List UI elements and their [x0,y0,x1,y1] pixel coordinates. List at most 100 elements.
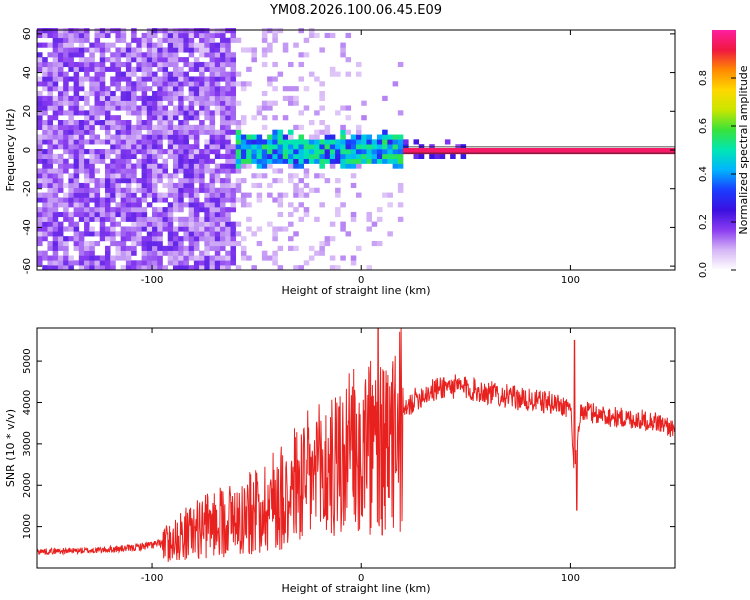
heatmap-cell [246,192,252,198]
heatmap-cell [183,71,189,77]
heatmap-cell [397,182,404,189]
heatmap-cell [37,216,43,222]
heatmap-cell [225,129,231,135]
heatmap-cell [136,76,142,82]
heatmap-cell [272,144,278,150]
heatmap-cell [366,149,372,155]
heatmap-cell [188,134,195,140]
heatmap-cell [324,124,331,130]
heatmap-cell [94,42,101,48]
heatmap-cell [209,149,216,155]
heatmap-cell [141,124,148,130]
heatmap-cell [392,163,399,169]
heatmap-cell [272,158,278,164]
heatmap-cell [68,95,74,101]
heatmap-cell [366,139,372,145]
heatmap-cell [115,37,121,43]
heatmap-cell [329,255,336,261]
heatmap-cell [146,178,153,184]
heatmap-cell [167,81,174,87]
heatmap-cell [214,105,221,111]
heatmap-cell [350,144,357,150]
heatmap-cell [94,178,101,184]
heatmap-cell [52,129,59,135]
heatmap-cell [115,76,121,82]
heatmap-cell [308,187,315,193]
heatmap-cell [308,149,315,155]
heatmap-cell [84,202,90,208]
heatmap-cell [110,182,116,189]
heatmap-cell [345,158,352,164]
heatmap-cell [146,47,153,53]
line-chart-y-tick-label: 2000 [22,473,33,498]
heatmap-cell [42,32,48,39]
heatmap-cell [157,207,163,213]
heatmap-cell [288,86,294,92]
heatmap-cell [136,139,142,145]
heatmap-cell [89,149,95,155]
heatmap-cell [220,37,226,43]
heatmap-cell [68,153,74,160]
heatmap-cell [152,250,158,256]
heatmap-cell [42,100,48,106]
heatmap-cell [146,37,153,43]
heatmap-cell [178,187,184,193]
heatmap-cell [78,124,85,130]
heatmap-cell [99,231,106,237]
heatmap-cell [225,100,231,106]
heatmap-cell [272,260,278,266]
heatmap-y-tick-label: 0 [22,147,33,153]
heatmap-cell [172,236,179,242]
heatmap-cell [157,240,163,247]
heatmap-cell [78,66,85,72]
heatmap-cell [89,47,95,53]
heatmap-cell [382,129,388,135]
heatmap-cell [125,236,132,242]
heatmap-cell [42,173,48,179]
heatmap-cell [183,192,189,198]
heatmap-cell [204,124,210,130]
heatmap-cell [52,144,59,150]
line-chart-x-tick-label: 0 [358,573,364,584]
heatmap-cell [68,187,74,193]
heatmap-cell [272,168,278,174]
heatmap-cell [136,134,142,140]
heatmap-cell [240,250,247,256]
heatmap-cell [220,240,226,247]
heatmap-cell [120,139,127,145]
heatmap-cell [382,149,388,155]
heatmap-cell [183,76,189,82]
heatmap-cell [188,66,195,72]
heatmap-cell [152,182,158,189]
heatmap-cell [193,47,200,53]
heatmap-cell [288,134,294,140]
heatmap-cell [199,28,205,34]
heatmap-cell [167,86,174,92]
heatmap-cell [308,28,315,34]
heatmap-cell [57,32,64,39]
heatmap-cell [303,173,310,179]
heatmap-cell [57,134,64,140]
heatmap-cell [230,115,237,121]
heatmap-cell [193,57,200,63]
heatmap-cell [37,260,43,266]
heatmap-cell [73,129,80,135]
heatmap-cell [204,221,210,227]
heatmap-cell [329,265,336,271]
heatmap-cell [230,76,237,82]
heatmap-cell [397,153,404,160]
heatmap-cell [162,207,169,213]
heatmap-cell [209,124,216,130]
heatmap-cell [329,236,336,242]
heatmap-cell [340,226,346,232]
heatmap-cell [110,173,116,179]
heatmap-cell [37,134,43,140]
heatmap-cell [63,52,69,58]
heatmap-cell [214,139,221,145]
heatmap-cell [47,265,53,271]
heatmap-cell [193,144,200,150]
heatmap-cell [193,124,200,130]
heatmap-cell [225,197,231,203]
heatmap-cell [110,105,116,111]
heatmap-cell [214,250,221,256]
